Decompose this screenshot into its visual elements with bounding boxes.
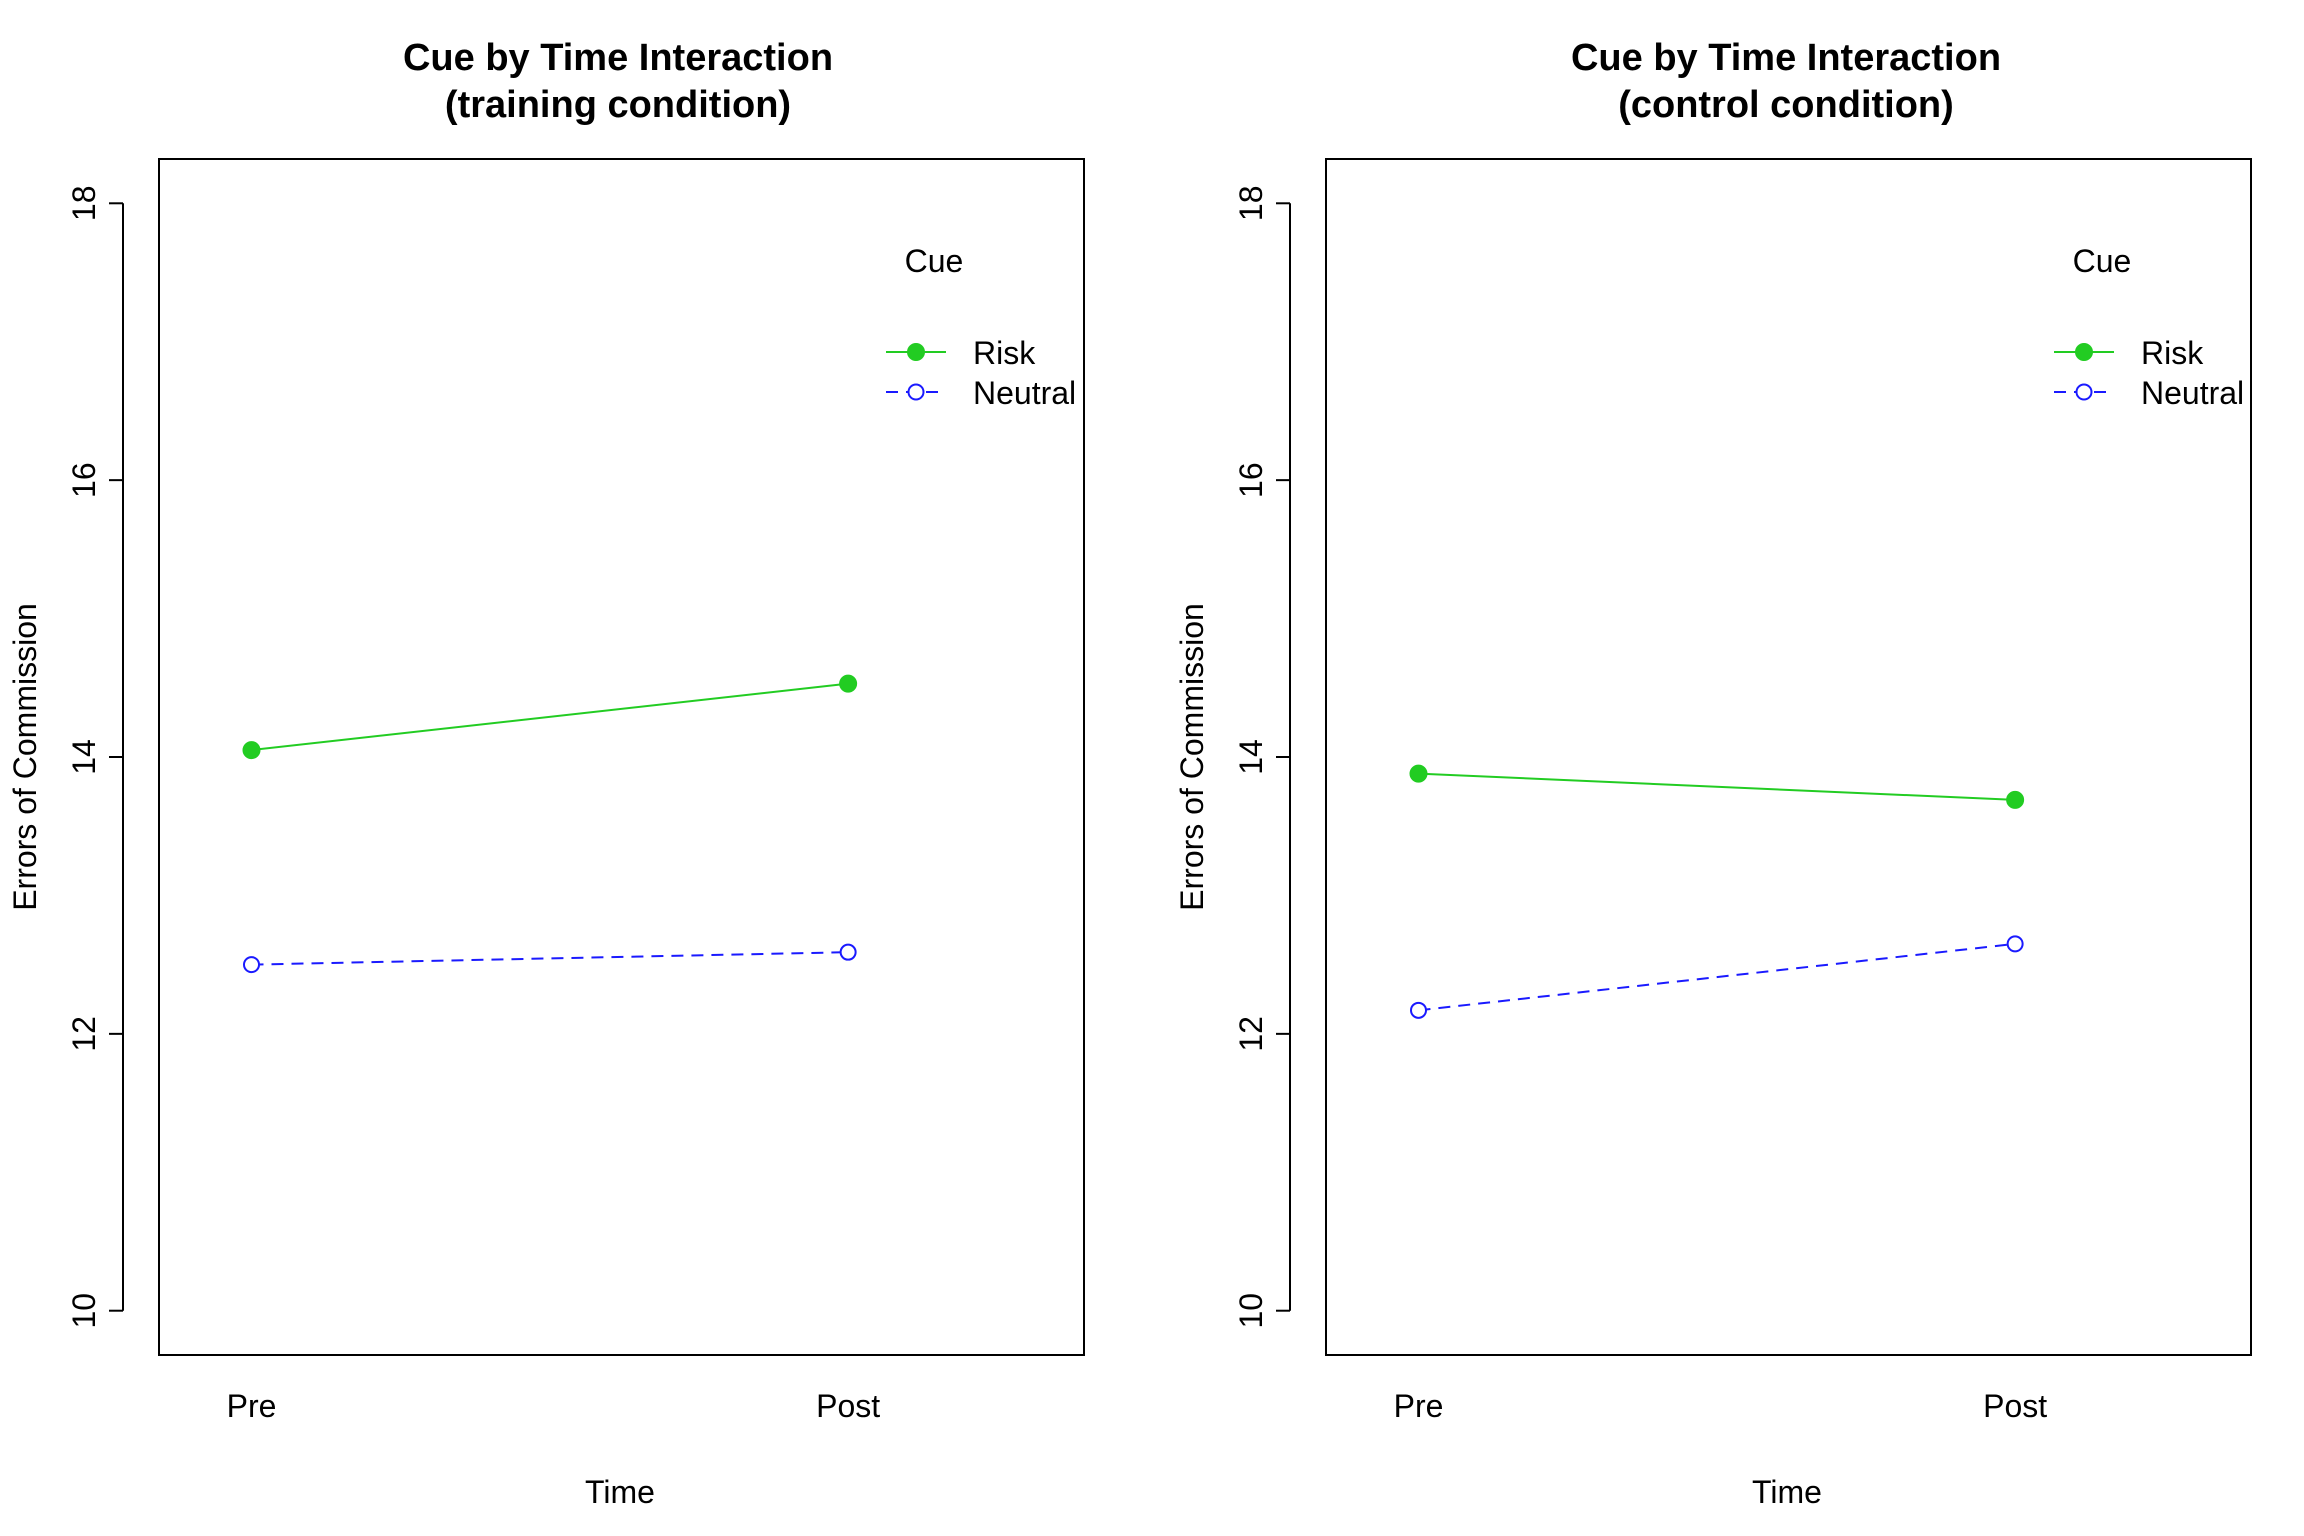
y-axis: 10 12 14 16 18 [66, 185, 124, 1329]
chart-title: Cue by Time Interaction [403, 37, 833, 79]
chart-subtitle: (training condition) [445, 84, 791, 126]
chart-title: Cue by Time Interaction [1571, 37, 2001, 79]
x-axis-label: Time [1752, 1474, 1822, 1510]
y-tick-label: 12 [66, 1016, 102, 1052]
legend: Cue Risk Neutral [2054, 243, 2244, 411]
x-axis-label: Time [585, 1474, 655, 1510]
y-tick-label: 14 [1233, 739, 1269, 775]
legend-label-neutral: Neutral [973, 375, 1076, 411]
y-tick-label: 18 [66, 185, 102, 221]
y-tick-label: 18 [1233, 185, 1269, 221]
y-tick-label: 16 [1233, 462, 1269, 498]
data-point-risk [839, 674, 858, 693]
x-axis: Pre Post [227, 1388, 881, 1424]
x-tick-label: Pre [227, 1388, 277, 1424]
y-tick-label: 14 [66, 739, 102, 775]
plot-marks [242, 674, 858, 974]
data-point-risk [1409, 764, 1428, 783]
legend-label-risk: Risk [2141, 335, 2204, 371]
y-tick-label: 12 [1233, 1016, 1269, 1052]
data-point-neutral [1410, 1001, 1427, 1019]
plot-frame [1325, 158, 2252, 1356]
x-tick-label: Post [816, 1388, 880, 1424]
legend-marker-neutral [907, 383, 925, 401]
y-axis: 10 12 14 16 18 [1233, 185, 1291, 1329]
plot-frame [158, 158, 1085, 1356]
x-tick-label: Post [1983, 1388, 2047, 1424]
chart-panel-training: Cue by Time Interaction (training condit… [7, 37, 1085, 1510]
y-tick-label: 10 [66, 1293, 102, 1329]
legend-title: Cue [2073, 243, 2132, 279]
data-point-neutral [243, 956, 260, 974]
series-line-risk [1418, 772, 2016, 801]
legend-marker-risk [907, 343, 925, 361]
chart-subtitle: (control condition) [1618, 84, 1954, 126]
chart-panel-control: Cue by Time Interaction (control conditi… [1174, 37, 2252, 1510]
legend: Cue Risk Neutral [886, 243, 1076, 411]
x-tick-label: Pre [1394, 1388, 1444, 1424]
legend-title: Cue [905, 243, 964, 279]
plot-marks [1409, 764, 2025, 1019]
data-point-neutral [2006, 935, 2024, 953]
y-tick-label: 16 [66, 462, 102, 498]
legend-marker-risk [2075, 343, 2093, 361]
series-line-risk [251, 682, 849, 752]
series-line-neutral [1418, 942, 2016, 1012]
data-point-risk [242, 741, 261, 760]
y-axis-label: Errors of Commission [7, 603, 43, 911]
data-point-neutral [839, 943, 857, 961]
y-tick-label: 10 [1233, 1293, 1269, 1329]
x-axis: Pre Post [1394, 1388, 2048, 1424]
y-axis-label: Errors of Commission [1174, 603, 1210, 911]
legend-label-neutral: Neutral [2141, 375, 2244, 411]
data-point-risk [2006, 790, 2025, 809]
legend-marker-neutral [2075, 383, 2093, 401]
legend-label-risk: Risk [973, 335, 1036, 371]
